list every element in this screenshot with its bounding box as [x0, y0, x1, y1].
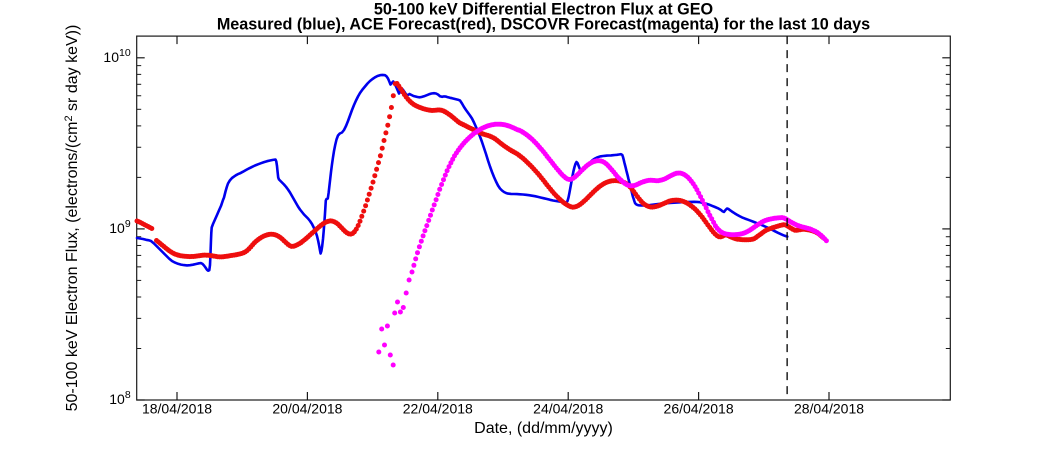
svg-text:50-100 keV Electron Flux, (ele: 50-100 keV Electron Flux, (electrons/(cm… [63, 25, 81, 412]
x-tick-label: 18/04/2018 [142, 401, 212, 417]
axes-frame: 18/04/2018 20/04/2018 22/04/2018 24/04/2018… [103, 35, 951, 417]
series-measured [135, 73, 789, 273]
y-axis-label: 50-100 keV Electron Flux, (electrons/(cm… [63, 25, 81, 412]
x-tick-label: 24/04/2018 [533, 401, 603, 417]
x-axis-label: Date, (dd/mm/yyyy) [474, 420, 613, 437]
chart-title: 50-100 keV Differential Electron Flux at… [374, 1, 713, 19]
x-tick-label: 28/04/2018 [794, 401, 864, 417]
x-tick-label: 26/04/2018 [664, 401, 734, 417]
x-tick-label: 20/04/2018 [272, 401, 342, 417]
series-dscovr-forecast [376, 121, 829, 368]
y-tick-label: 1010 [103, 47, 130, 65]
y-tick-label: 108 [109, 389, 131, 407]
series-ace-forecast [134, 81, 825, 260]
chart-subtitle: Measured (blue), ACE Forecast(red), DSCO… [217, 15, 870, 33]
data-series [134, 73, 829, 368]
x-tick-label: 22/04/2018 [403, 401, 473, 417]
y-tick-label: 109 [109, 218, 131, 236]
